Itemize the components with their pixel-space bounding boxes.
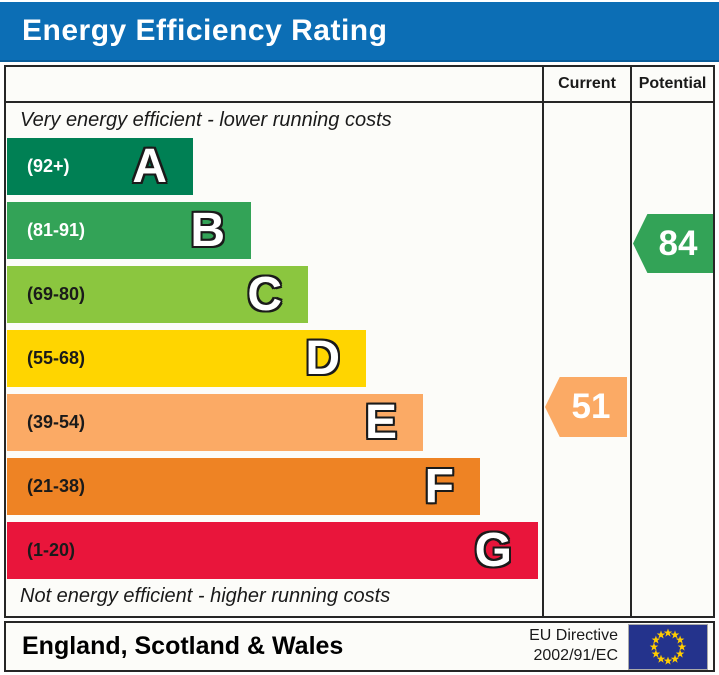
band-bar-a: (92+) A	[7, 138, 193, 195]
band-row-c: (69-80) C	[7, 266, 308, 323]
band-range-label-f: (21-38)	[27, 476, 86, 496]
eu-flag-icon	[628, 624, 708, 670]
potential-header: Potential	[638, 75, 707, 92]
current-rating-value: 51	[571, 387, 611, 426]
band-letter-g: G	[474, 523, 512, 577]
bottom-note: Not energy efficient - higher running co…	[20, 585, 391, 607]
table-header: Current Potential	[6, 67, 713, 103]
footer-bar: England, Scotland & Wales EU Directive 2…	[4, 621, 715, 672]
band-letter-d: D	[305, 331, 340, 385]
current-column	[542, 67, 630, 616]
band-row-f: (21-38) F	[7, 458, 480, 515]
eu-directive-label: EU Directive 2002/91/EC	[529, 626, 618, 668]
band-letter-a: A	[132, 139, 167, 193]
band-letter-e: E	[364, 395, 397, 449]
top-note: Very energy efficient - lower running co…	[20, 109, 392, 131]
band-row-e: (39-54) E	[7, 394, 423, 451]
band-bar-e: (39-54) E	[7, 394, 423, 451]
band-row-g: (1-20) G	[7, 522, 538, 579]
band-range-label-g: (1-20)	[27, 540, 76, 560]
band-range-label-a: (92+)	[27, 156, 70, 176]
title-bar: Energy Efficiency Rating	[0, 2, 719, 62]
band-row-b: (81-91) B	[7, 202, 251, 259]
rating-table: Current Potential Very energy efficient …	[4, 65, 715, 618]
band-range-label-e: (39-54)	[27, 412, 86, 432]
eu-directive-line1: EU Directive	[529, 626, 618, 644]
band-bar-b: (81-91) B	[7, 202, 251, 259]
page-title: Energy Efficiency Rating	[22, 14, 388, 47]
band-letter-c: C	[247, 267, 282, 321]
current-header: Current	[558, 75, 616, 92]
current-rating-pointer: 51	[545, 377, 627, 437]
band-bar-d: (55-68) D	[7, 330, 366, 387]
band-range-label-c: (69-80)	[27, 284, 86, 304]
band-row-d: (55-68) D	[7, 330, 366, 387]
band-range-label-d: (55-68)	[27, 348, 86, 368]
region-label: England, Scotland & Wales	[22, 632, 344, 660]
band-range-label-b: (81-91)	[27, 220, 86, 240]
potential-rating-pointer: 84	[633, 214, 713, 273]
band-letter-b: B	[190, 203, 225, 257]
band-bar-c: (69-80) C	[7, 266, 308, 323]
band-letter-f: F	[424, 459, 454, 513]
band-bar-g: (1-20) G	[7, 522, 538, 579]
potential-rating-value: 84	[658, 223, 698, 263]
eu-directive-line2: 2002/91/EC	[533, 647, 618, 665]
band-row-a: (92+) A	[7, 138, 193, 195]
band-bar-f: (21-38) F	[7, 458, 480, 515]
potential-column	[630, 67, 713, 616]
